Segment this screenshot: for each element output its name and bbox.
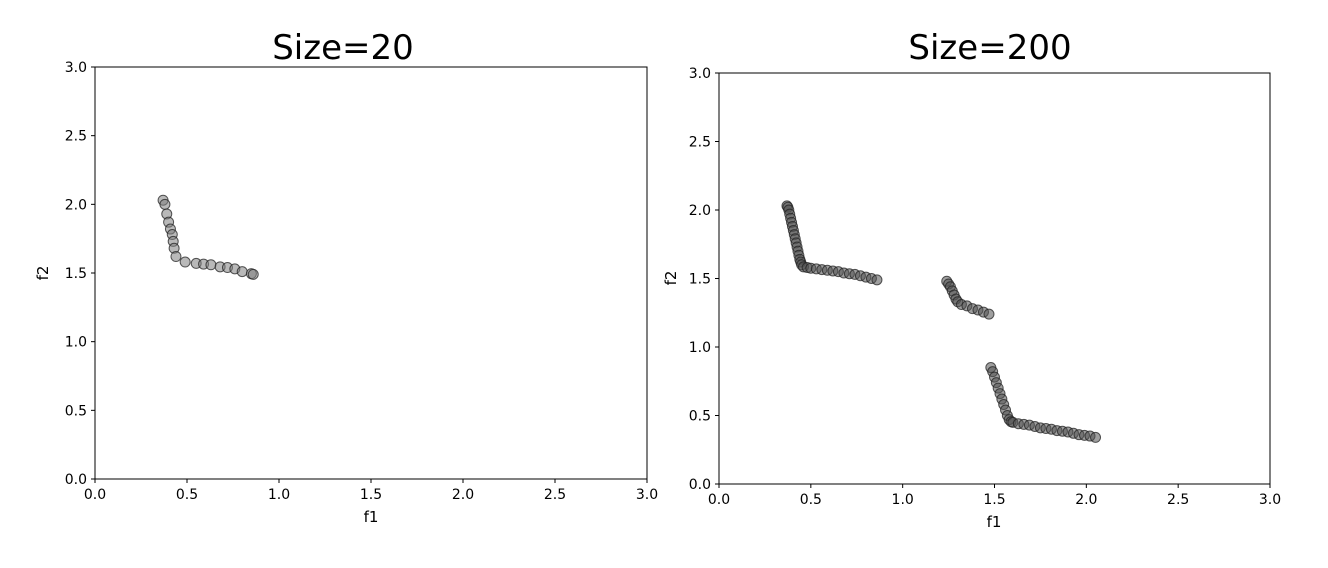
chart-title: Size=200 — [908, 28, 1071, 68]
x-tick-label: 0.5 — [176, 487, 198, 503]
y-tick-label: 3.0 — [65, 60, 87, 76]
y-tick-label: 2.5 — [689, 135, 711, 151]
y-tick-label: 3.0 — [689, 66, 711, 82]
y-tick-label: 0.0 — [65, 472, 87, 488]
chart-title: Size=20 — [272, 28, 414, 68]
x-tick-label: 0.0 — [84, 487, 106, 503]
data-point — [236, 266, 248, 278]
data-point — [1090, 431, 1102, 443]
y-tick-label: 1.0 — [65, 335, 87, 351]
data-point — [983, 308, 995, 320]
x-tick-label: 1.0 — [892, 492, 914, 508]
y-tick-label: 1.5 — [65, 266, 87, 282]
data-point — [170, 251, 182, 263]
x-tick-label: 2.5 — [544, 487, 566, 503]
data-point — [205, 259, 217, 271]
y-tick-label: 0.5 — [65, 403, 87, 419]
y-tick-label: 1.5 — [689, 272, 711, 288]
data-point — [871, 274, 883, 286]
y-axis-label: f2 — [34, 266, 52, 281]
y-tick-label: 2.0 — [689, 203, 711, 219]
x-axis-label: f1 — [987, 513, 1002, 531]
x-tick-label: 2.5 — [1167, 492, 1189, 508]
x-tick-label: 2.0 — [1075, 492, 1097, 508]
x-tick-label: 0.0 — [708, 492, 730, 508]
chart-size-200: Size=200 0.0 0.5 1.0 1.5 2.0 2.5 3.0 0.0 0.5 1.0… — [662, 28, 1281, 531]
x-tick-label: 1.5 — [360, 487, 382, 503]
x-tick-label: 0.5 — [800, 492, 822, 508]
x-tick-label: 1.5 — [983, 492, 1005, 508]
chart-size-20: Size=20 0.0 0.5 1.0 1.5 2.0 2.5 3.0 0.0 0.5 1.0 1… — [34, 28, 658, 526]
y-tick-label: 2.0 — [65, 197, 87, 213]
y-tick-label: 0.5 — [689, 409, 711, 425]
plot-area-frame — [718, 72, 1271, 485]
data-point — [159, 198, 171, 210]
data-point — [179, 256, 191, 268]
x-tick-label: 3.0 — [1259, 492, 1281, 508]
y-tick-label: 2.5 — [65, 129, 87, 145]
x-tick-label: 3.0 — [636, 487, 658, 503]
x-tick-label: 2.0 — [452, 487, 474, 503]
data-point — [247, 268, 259, 280]
y-tick-label: 1.0 — [689, 340, 711, 356]
y-axis-label: f2 — [662, 271, 680, 286]
plot-area-frame — [94, 66, 648, 480]
y-tick-label: 0.0 — [689, 477, 711, 493]
x-tick-label: 1.0 — [268, 487, 290, 503]
x-axis-label: f1 — [364, 508, 379, 526]
